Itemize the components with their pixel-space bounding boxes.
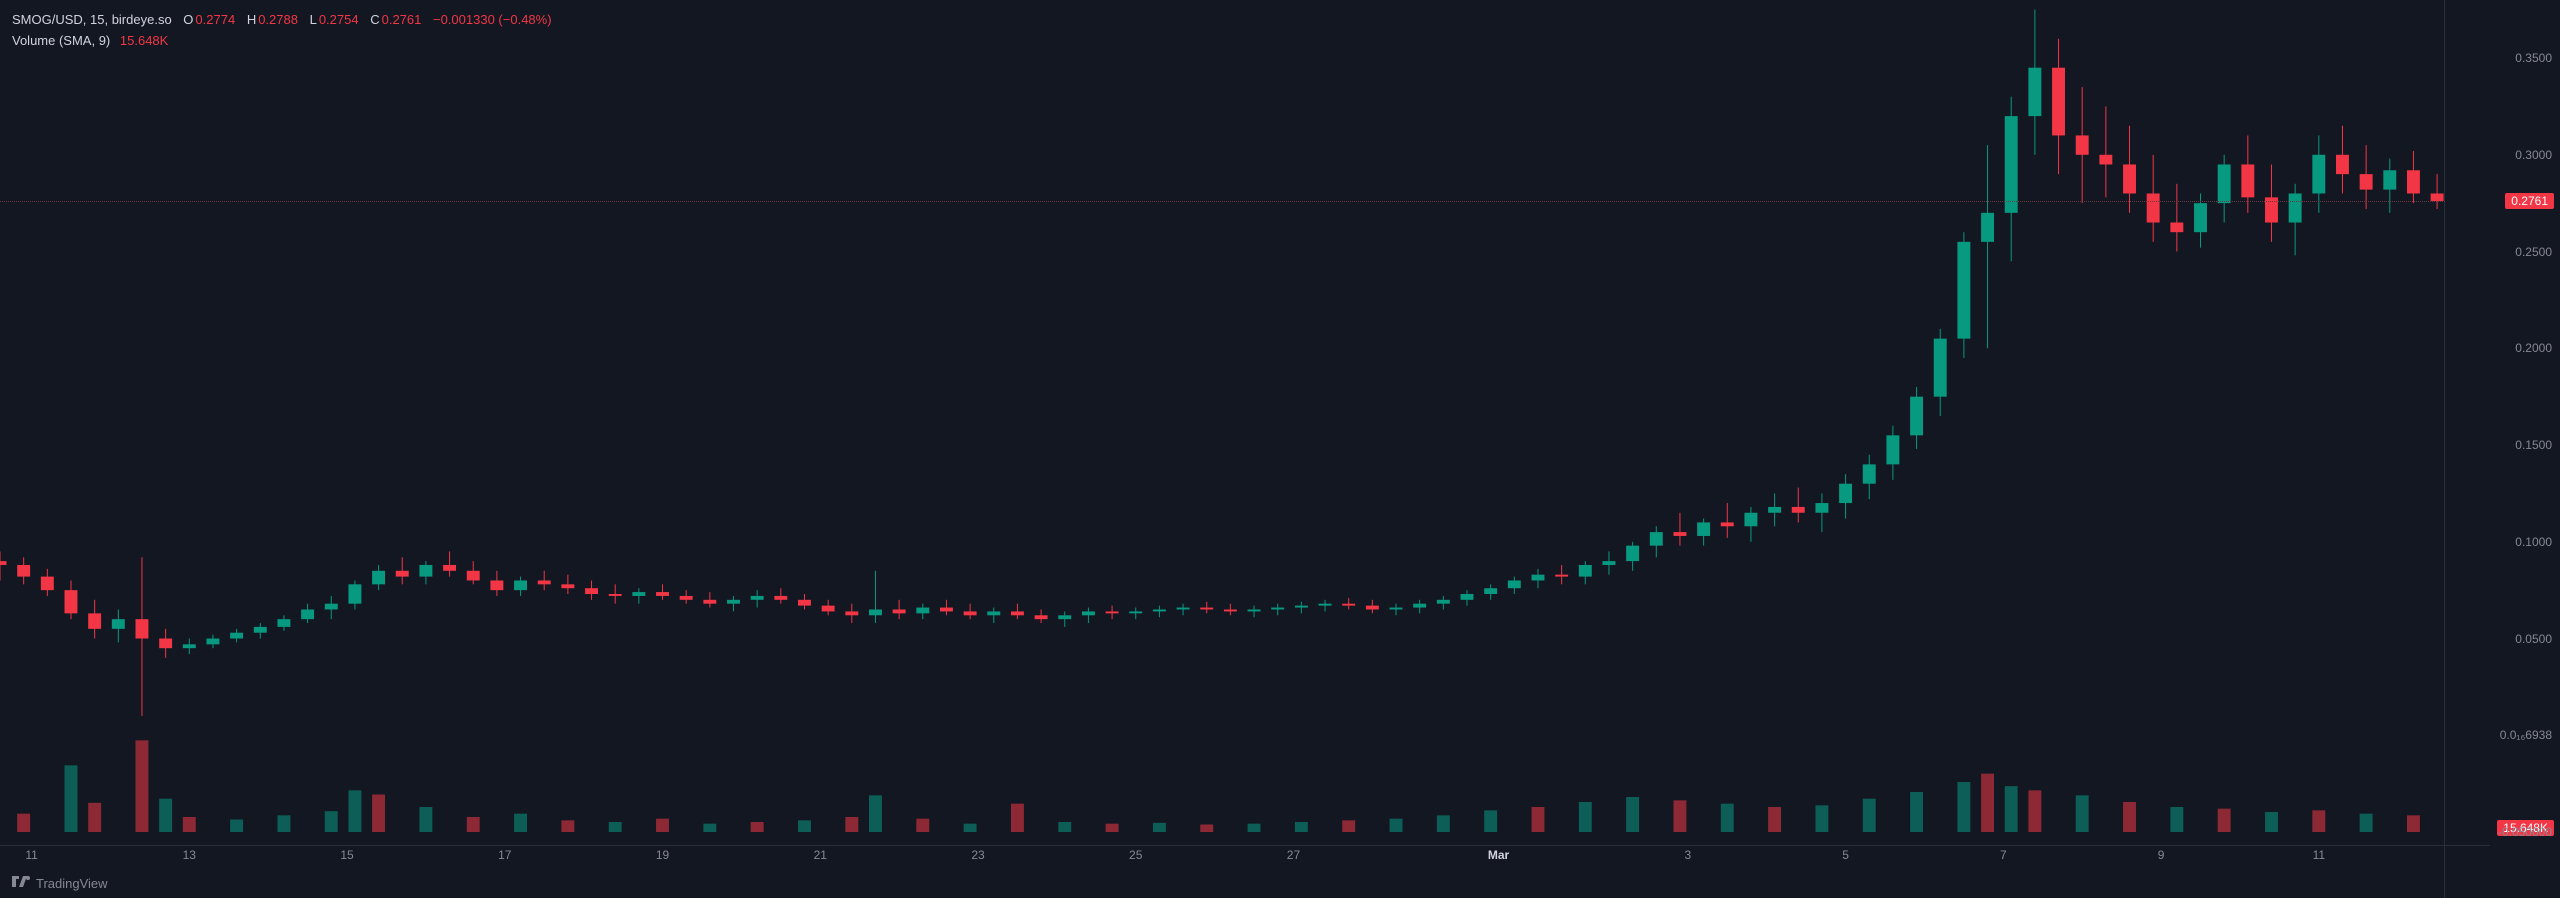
- x-tick: 9: [2158, 848, 2165, 862]
- price-axis[interactable]: 0.3500 0.3000 0.2500 0.2000 0.1500 0.1000 0.05…: [2445, 0, 2560, 832]
- high-value: 0.2788: [258, 12, 298, 27]
- volume-label: Volume (SMA, 9): [12, 33, 110, 48]
- x-tick: 3: [1684, 848, 1691, 862]
- y-tick: 0.1500: [2515, 438, 2552, 452]
- symbol-label[interactable]: SMOG/USD, 15, birdeye.so: [12, 12, 172, 27]
- x-tick: 11: [2313, 848, 2325, 862]
- x-tick: 23: [971, 848, 984, 862]
- price-chart[interactable]: [0, 0, 2445, 832]
- y-tick: -0.050000: [2498, 825, 2552, 839]
- tradingview-brand[interactable]: TradingView: [12, 874, 108, 892]
- low-value: 0.2754: [319, 12, 359, 27]
- y-tick: 0.0₁₆6938: [2500, 728, 2552, 742]
- volume-value: 15.648K: [120, 33, 168, 48]
- x-tick: 7: [2000, 848, 2007, 862]
- x-tick: 11: [25, 848, 37, 862]
- change-value: −0.001330 (−0.48%): [433, 12, 552, 27]
- x-tick: Mar: [1488, 848, 1509, 862]
- time-axis[interactable]: 11 13 15 17 19 21 23 25 27 Mar 3 5 7 9 11: [0, 848, 2445, 868]
- open-value: 0.2774: [195, 12, 235, 27]
- close-label: C: [370, 12, 379, 27]
- low-label: L: [310, 12, 317, 27]
- chart-container: SMOG/USD, 15, birdeye.so O0.2774 H0.2788…: [0, 0, 2560, 898]
- x-tick: 13: [183, 848, 196, 862]
- y-tick: 0.2500: [2515, 245, 2552, 259]
- chart-legend: SMOG/USD, 15, birdeye.so O0.2774 H0.2788…: [12, 10, 554, 52]
- x-axis-separator: [0, 845, 2490, 846]
- y-tick: 0.0500: [2515, 632, 2552, 646]
- y-tick: 0.1000: [2515, 535, 2552, 549]
- x-tick: 27: [1287, 848, 1300, 862]
- tradingview-icon: [12, 874, 30, 892]
- brand-text: TradingView: [36, 876, 108, 891]
- x-tick: 15: [340, 848, 353, 862]
- x-tick: 17: [498, 848, 511, 862]
- legend-row-ohlc: SMOG/USD, 15, birdeye.so O0.2774 H0.2788…: [12, 10, 554, 31]
- y-tick: 0.3000: [2515, 148, 2552, 162]
- x-tick: 19: [656, 848, 669, 862]
- close-value: 0.2761: [382, 12, 422, 27]
- x-tick: 21: [814, 848, 827, 862]
- x-tick: 5: [1842, 848, 1849, 862]
- y-tick: 0.3500: [2515, 51, 2552, 65]
- y-tick: 0.2000: [2515, 341, 2552, 355]
- legend-row-volume: Volume (SMA, 9) 15.648K: [12, 31, 554, 52]
- x-tick: 25: [1129, 848, 1142, 862]
- current-price-line: [0, 201, 2445, 202]
- high-label: H: [247, 12, 256, 27]
- open-label: O: [183, 12, 193, 27]
